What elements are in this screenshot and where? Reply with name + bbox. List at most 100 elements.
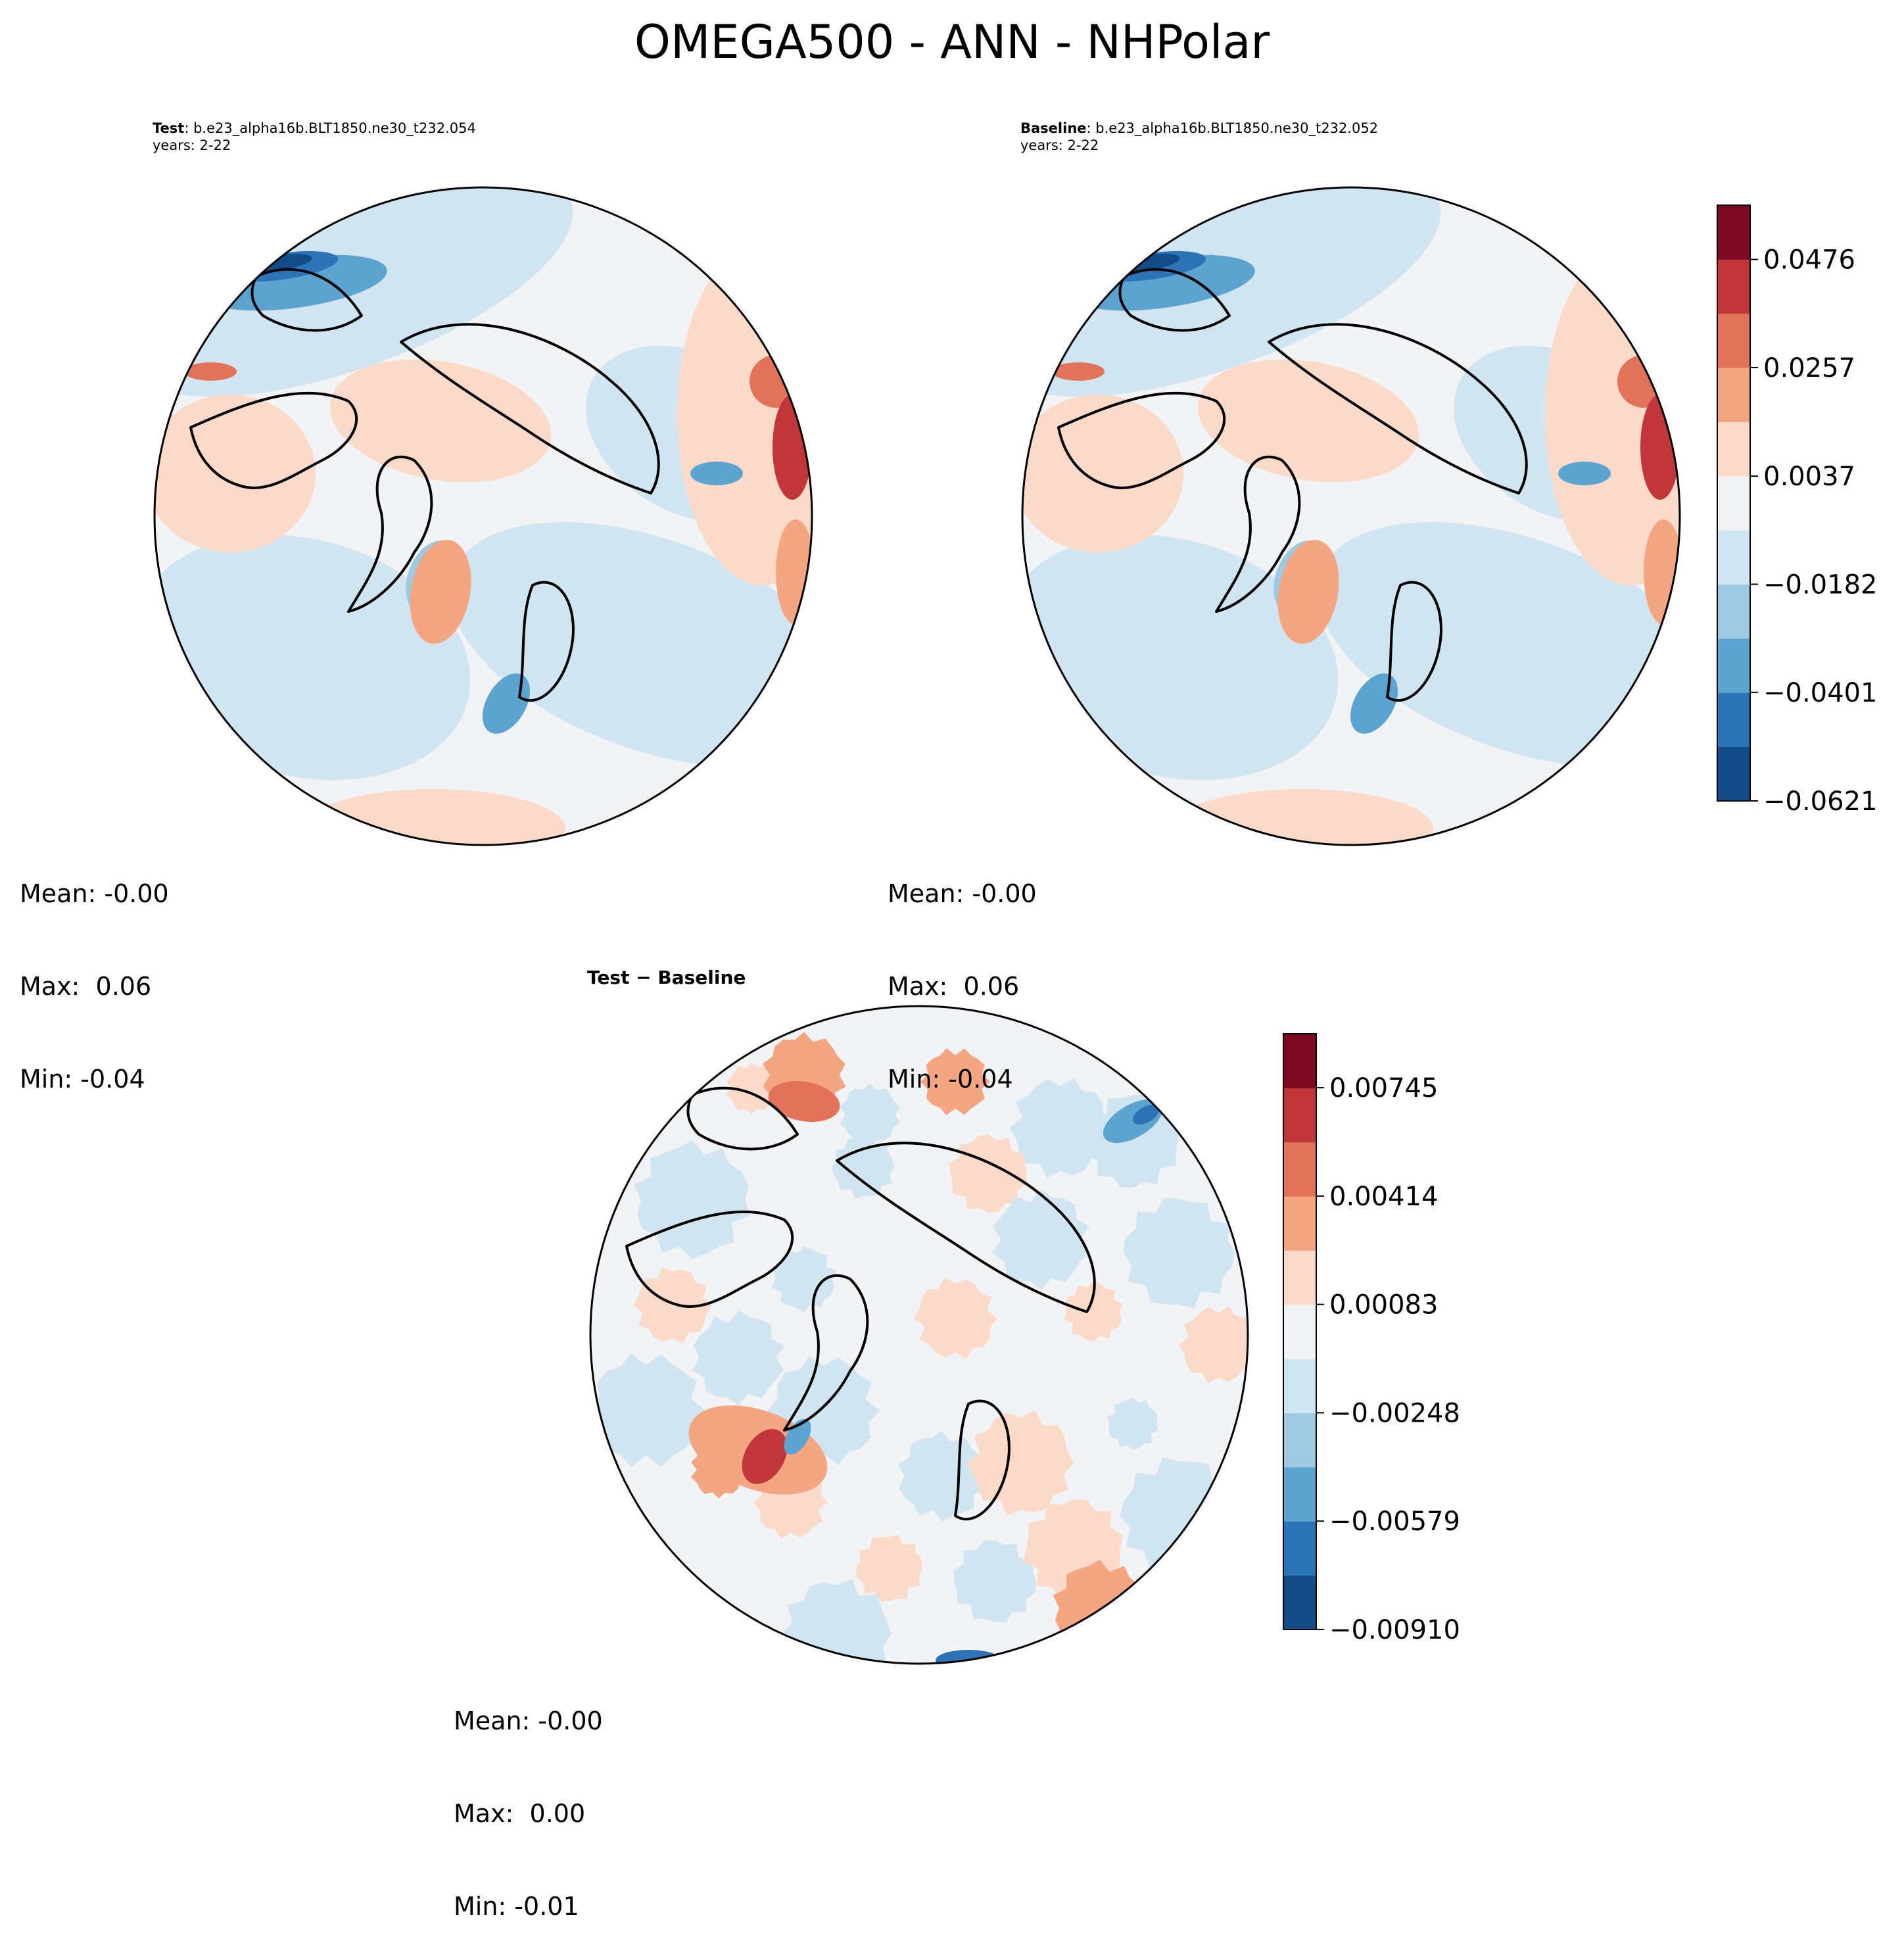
baseline-case-name: : b.e23_alpha16b.BLT1850.ne30_t232.052	[1086, 120, 1379, 136]
baseline-stats: Mean: -0.00 Max: 0.06 Min: -0.04	[888, 817, 1037, 1126]
test-panel-title: Test: b.e23_alpha16b.BLT1850.ne30_t232.0…	[153, 120, 476, 154]
main-colorbar-tick-label: 0.0476	[1763, 245, 1855, 276]
baseline-mean: Mean: -0.00	[888, 879, 1037, 908]
field-region-positive	[302, 789, 565, 845]
field-region-positive	[1063, 1282, 1123, 1342]
diff-colorbar-segment	[1283, 1034, 1316, 1088]
map-boundary	[589, 1005, 1249, 1665]
diff-colorbar-segment	[1283, 1142, 1316, 1197]
test-min: Min: -0.04	[20, 1065, 145, 1094]
map-boundary	[1021, 186, 1681, 846]
field-region-negative	[1009, 1077, 1112, 1178]
field-region-negative	[771, 1246, 836, 1313]
field-region-max	[1640, 395, 1680, 500]
diff-colorbar-tick-label: −0.00248	[1329, 1398, 1460, 1428]
field-region-strong-positive	[776, 519, 812, 625]
baseline-polar-map	[1021, 186, 1681, 846]
field-region-strong-positive	[184, 362, 237, 381]
difference-polar-map	[589, 1005, 1249, 1665]
coastline	[518, 581, 575, 702]
field-region-strong-positive	[410, 539, 471, 644]
diff-mean: Mean: -0.00	[454, 1706, 603, 1735]
field-region-strong-positive	[1052, 362, 1105, 381]
difference-colorbar: 0.00745 0.00414 0.00083 −0.00248 −0.00579 −0.…	[1283, 1033, 1460, 1645]
field-region-positive	[726, 1062, 777, 1115]
diff-colorbar-segment	[1283, 1466, 1316, 1522]
field-region-strong-negative	[482, 673, 531, 734]
test-label: Test	[153, 120, 185, 136]
field-region-positive	[1545, 243, 1680, 585]
field-region-strong-positive	[1617, 355, 1670, 408]
coastline	[189, 391, 358, 489]
diff-colorbar-tick-label: 0.00083	[1329, 1290, 1438, 1320]
coastline	[625, 1210, 794, 1308]
main-colorbar-tick-label: −0.0401	[1763, 678, 1877, 708]
coastline	[400, 323, 660, 494]
main-colorbar-segment	[1717, 313, 1750, 368]
test-case-name: : b.e23_alpha16b.BLT1850.ne30_t232.054	[184, 120, 476, 136]
coastline	[1215, 455, 1301, 613]
field-region-positive	[855, 1534, 923, 1602]
field-region-negative	[839, 1083, 901, 1146]
test-polar-map	[153, 186, 813, 846]
diff-colorbar-tick-label: −0.00910	[1329, 1615, 1460, 1645]
coastline	[347, 455, 433, 613]
field-region-negative	[1107, 1397, 1158, 1450]
field-region-positive	[329, 359, 552, 483]
test-stats: Mean: -0.00 Max: 0.06 Min: -0.04	[20, 817, 169, 1126]
main-colorbar-segment	[1717, 638, 1750, 693]
main-colorbar-tick-label: −0.0621	[1763, 786, 1877, 817]
field-region-positive	[634, 1267, 712, 1343]
map-field	[590, 1006, 1248, 1664]
diff-colorbar-tick-label: 0.00414	[1329, 1182, 1438, 1212]
main-colorbar-segment	[1717, 530, 1750, 585]
map-boundary	[153, 186, 813, 846]
field-region-strong-positive	[1277, 539, 1339, 644]
main-colorbar-segment	[1717, 368, 1750, 422]
field-region-negative	[953, 1540, 1037, 1623]
main-colorbar-tick-label: 0.0257	[1763, 353, 1855, 383]
diff-colorbar-frame	[1283, 1033, 1317, 1630]
main-colorbar-frame	[1717, 205, 1751, 802]
field-region-max	[742, 1429, 788, 1484]
baseline-panel-title: Baseline: b.e23_alpha16b.BLT1850.ne30_t2…	[1020, 120, 1378, 154]
field-region-negative	[692, 1310, 785, 1406]
diff-colorbar-segment	[1283, 1304, 1316, 1359]
test-years: years: 2-22	[153, 137, 231, 153]
main-colorbar-tick-label: 0.0037	[1763, 462, 1855, 492]
coastline	[1386, 581, 1442, 702]
map-field	[155, 187, 812, 845]
field-region-negative	[1123, 1197, 1235, 1309]
main-colorbar-segment	[1717, 692, 1750, 748]
main-colorbar-segment	[1717, 259, 1750, 314]
coastline	[1057, 391, 1226, 489]
coastline	[686, 1086, 799, 1151]
field-region-positive	[1170, 789, 1433, 845]
main-colorbar-segment	[1717, 584, 1750, 639]
baseline-min: Min: -0.04	[888, 1065, 1013, 1094]
coastline	[250, 268, 363, 332]
coastline	[954, 1399, 1011, 1521]
test-mean: Mean: -0.00	[20, 879, 169, 908]
main-colorbar-segment	[1717, 205, 1750, 260]
diff-max: Max: 0.00	[454, 1799, 586, 1828]
diff-colorbar-segment	[1283, 1575, 1316, 1630]
diff-colorbar-tick-label: −0.00579	[1329, 1507, 1460, 1537]
coastline	[1118, 268, 1231, 332]
field-region-strong-negative	[690, 462, 743, 485]
figure-title: OMEGA500 - ANN - NHPolar	[634, 15, 1270, 69]
field-region-positive	[1197, 359, 1419, 483]
diff-stats: Mean: -0.00 Max: 0.00 Min: -0.01	[454, 1644, 603, 1953]
field-region-negative	[831, 1136, 895, 1199]
field-region-strong-negative	[1558, 462, 1611, 485]
field-region-strong-positive	[768, 1080, 840, 1122]
field-region-negative	[991, 1189, 1090, 1290]
field-region-negative	[897, 1430, 987, 1522]
field-region-positive	[920, 1048, 990, 1115]
main-colorbar-segment	[1717, 422, 1750, 477]
field-region-max	[773, 395, 812, 500]
diff-colorbar-segment	[1283, 1088, 1316, 1143]
main-colorbar: 0.0476 0.0257 0.0037 −0.0182 −0.0401 −0.0621	[1717, 205, 1877, 817]
diff-panel-title: Test − Baseline	[587, 967, 746, 988]
coastline	[783, 1274, 869, 1432]
